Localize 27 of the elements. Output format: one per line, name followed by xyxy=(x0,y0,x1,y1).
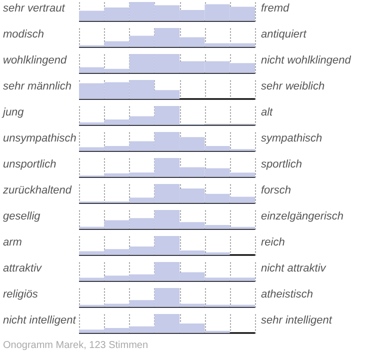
y2-axis-title: alt xyxy=(261,106,274,118)
y2-axis-title: sehr weiblich xyxy=(261,80,325,92)
y-axis-title: religiös xyxy=(3,288,38,300)
y-axis-title: unsportlich xyxy=(3,158,56,170)
y2-axis-title: forsch xyxy=(261,184,291,196)
y2-axis-title: reich xyxy=(261,236,285,248)
y-axis-title: sehr vertraut xyxy=(3,2,66,14)
y-axis-title: jung xyxy=(1,106,25,118)
y-axis-title: nicht intelligent xyxy=(3,314,77,326)
y2-axis-title: nicht wohlklingend xyxy=(261,54,352,66)
y2-axis-title: sportlich xyxy=(261,158,302,170)
y2-axis-title: sympathisch xyxy=(261,132,322,144)
y2-axis-title: antiquiert xyxy=(261,28,308,40)
y-axis-title: sehr männlich xyxy=(3,80,72,92)
y-axis-title: wohlklingend xyxy=(3,54,68,66)
y-axis-title: gesellig xyxy=(3,210,42,222)
y2-axis-title: atheistisch xyxy=(261,288,313,300)
y2-axis-title: fremd xyxy=(261,2,290,14)
y2-axis-title: sehr intelligent xyxy=(261,314,333,326)
y-axis-title: arm xyxy=(3,236,22,248)
y-axis-title: modisch xyxy=(3,28,44,40)
y-axis-title: zurückhaltend xyxy=(2,184,72,196)
y-axis-title: attraktiv xyxy=(3,262,44,274)
y-axis-title: unsympathisch xyxy=(3,132,76,144)
text: Onogramm Marek, 123 Stimmen xyxy=(3,340,148,351)
y2-axis-title: einzelgängerisch xyxy=(261,210,344,222)
y2-axis-title: nicht attraktiv xyxy=(261,262,328,274)
